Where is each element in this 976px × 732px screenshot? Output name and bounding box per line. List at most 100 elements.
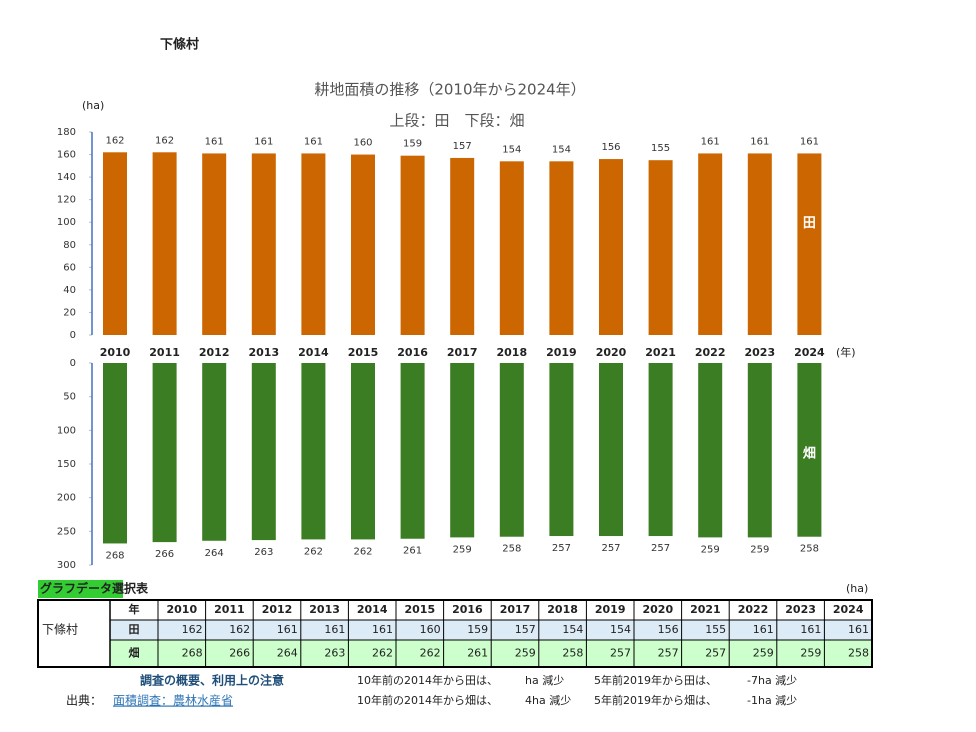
table-cell: 162 — [229, 623, 250, 636]
chart-subtitle: 上段：田 下段：畑 — [389, 112, 524, 130]
table-row-label: 下條村 — [42, 623, 78, 637]
data-label: 154 — [502, 144, 521, 155]
data-label: 259 — [701, 544, 720, 555]
data-label: 262 — [353, 546, 372, 557]
source-label: 出典： — [66, 694, 102, 708]
y-tick-label: 300 — [57, 560, 76, 571]
data-label: 162 — [155, 135, 174, 146]
bar — [351, 154, 375, 335]
data-label: 161 — [800, 136, 819, 147]
table-cell: 160 — [420, 623, 441, 636]
data-label: 266 — [155, 549, 174, 560]
x-tick-label: 2016 — [397, 346, 428, 359]
table-row-name: 田 — [129, 623, 140, 636]
table-cell: 268 — [182, 647, 203, 660]
table-year: 2018 — [547, 603, 578, 616]
bar — [599, 363, 623, 537]
y-tick-label: 120 — [57, 195, 76, 206]
x-tick-label: 2024 — [794, 346, 825, 359]
table-cell: 159 — [467, 623, 488, 636]
table-cell: 162 — [182, 623, 203, 636]
y-tick-label: 250 — [57, 526, 76, 537]
bar — [698, 363, 723, 538]
table-cell: 258 — [848, 647, 869, 660]
table-cell: 154 — [610, 623, 631, 636]
bar — [747, 153, 772, 335]
bar — [202, 363, 227, 541]
note-text: 5年前2019年から畑は、 — [594, 693, 717, 707]
bar — [103, 363, 127, 544]
table-header: 年 — [129, 602, 140, 616]
table-year: 2021 — [690, 603, 721, 616]
bar — [400, 155, 425, 335]
table-year: 2016 — [452, 603, 483, 616]
y-tick-label: 200 — [57, 493, 76, 504]
link[interactable]: 調査の概要、利用上の注意 — [140, 673, 284, 688]
table-title-bg — [38, 580, 123, 598]
table-cell: 154 — [562, 623, 583, 636]
table-cell: 262 — [372, 647, 393, 660]
bar — [152, 363, 177, 543]
bar — [202, 153, 227, 335]
table-cell: 259 — [515, 647, 536, 660]
source-link[interactable]: 面積調査：農林水産省 — [113, 693, 233, 708]
y-tick-label: 40 — [63, 285, 76, 296]
table-cell: 156 — [658, 623, 679, 636]
table-cell: 259 — [753, 647, 774, 660]
data-label: 161 — [701, 136, 720, 147]
note-result: -7ha 減少 — [747, 673, 797, 687]
x-tick-label: 2018 — [496, 346, 527, 359]
data-label: 262 — [304, 546, 323, 557]
data-label: 263 — [254, 547, 273, 558]
table-cell: 259 — [800, 647, 821, 660]
y-axis-label: (ha) — [82, 99, 104, 112]
data-label: 161 — [304, 136, 323, 147]
bar — [400, 363, 425, 539]
bar — [251, 363, 276, 541]
table-cell: 263 — [324, 647, 345, 660]
y-tick-label: 80 — [63, 240, 76, 251]
data-label: 159 — [403, 139, 422, 150]
series-label: 畑 — [803, 447, 816, 462]
x-tick-label: 2021 — [645, 346, 676, 359]
bar — [549, 363, 574, 537]
data-label: 155 — [651, 143, 670, 154]
table-year: 2024 — [833, 603, 864, 616]
y-tick-label: 100 — [57, 425, 76, 436]
data-label: 161 — [254, 136, 273, 147]
table-year: 2023 — [785, 603, 816, 616]
table-cell: 161 — [277, 623, 298, 636]
table-cell: 161 — [324, 623, 345, 636]
data-label: 257 — [601, 543, 620, 554]
table-year: 2014 — [357, 603, 388, 616]
table-year: 2015 — [404, 603, 435, 616]
page-title: 下條村 — [160, 37, 199, 53]
y-tick-label: 180 — [57, 127, 76, 138]
x-tick-label: 2017 — [447, 346, 478, 359]
table-cell: 155 — [705, 623, 726, 636]
table-cell: 161 — [372, 623, 393, 636]
bar — [251, 153, 276, 335]
table-year: 2017 — [500, 603, 531, 616]
chart-title: 耕地面積の推移（2010年から2024年） — [314, 81, 585, 99]
bar — [648, 363, 673, 537]
bar — [599, 159, 623, 335]
y-tick-label: 140 — [57, 172, 76, 183]
note-text: 5年前2019年から田は、 — [594, 673, 717, 687]
data-label: 268 — [105, 550, 124, 561]
table-cell: 257 — [610, 647, 631, 660]
y-tick-label: 160 — [57, 150, 76, 161]
x-tick-label: 2015 — [348, 346, 379, 359]
data-label: 257 — [552, 543, 571, 554]
data-label: 160 — [353, 138, 372, 149]
data-label: 154 — [552, 144, 571, 155]
table-cell: 161 — [800, 623, 821, 636]
x-tick-label: 2020 — [596, 346, 627, 359]
note-text: 10年前の2014年から畑は、 — [357, 693, 498, 707]
y-tick-label: 0 — [70, 358, 76, 369]
y-tick-label: 20 — [63, 307, 76, 318]
x-tick-label: 2022 — [695, 346, 726, 359]
y-tick-label: 50 — [63, 392, 76, 403]
table-unit: (ha) — [846, 582, 868, 595]
